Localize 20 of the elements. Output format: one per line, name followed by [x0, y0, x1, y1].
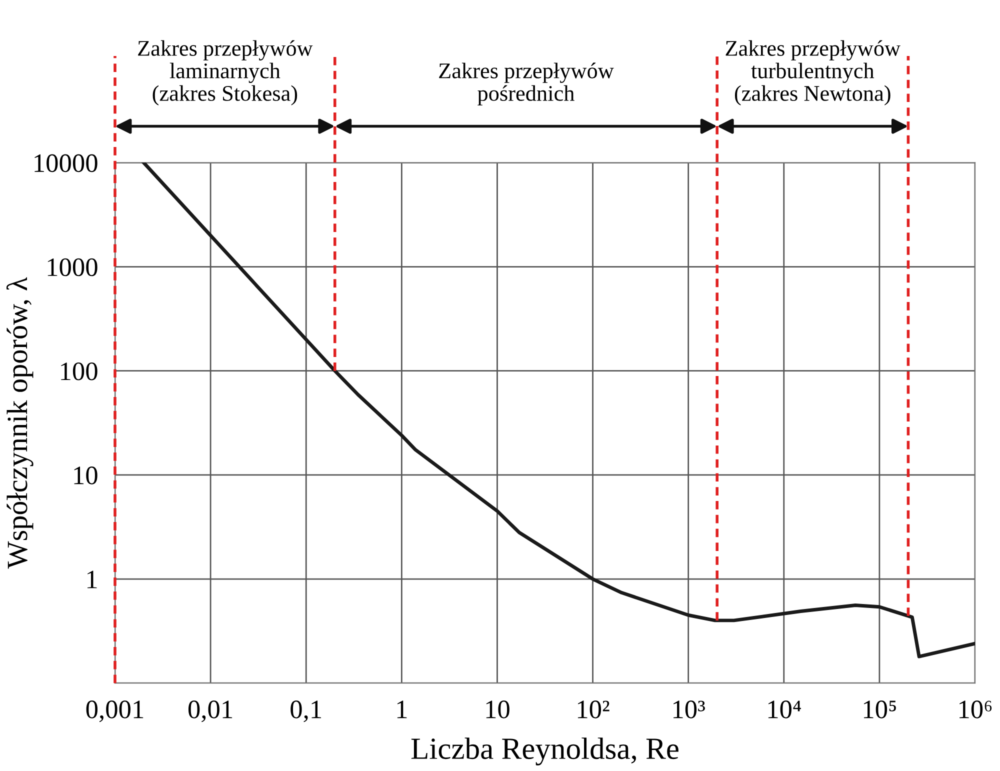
x-tick-label: 0,1 [290, 700, 322, 722]
x-tick-label: 10⁴ [768, 700, 801, 718]
y-tick-label: 10 [74, 466, 98, 484]
text: Zakres przepływów laminarnych (zakres Stokesa) [138, 40, 313, 106]
y-axis-title: Współczynnik oporów, λ [6, 277, 34, 569]
y-tick-label: 10000 [34, 154, 98, 172]
y-tick-label: 100 [61, 362, 98, 380]
text: Zakres przepływów turbulentnych (zakres Newtona) [726, 40, 900, 106]
text: Zakres przepływów pośrednich [439, 62, 614, 106]
x-tick-label: 1 [397, 700, 407, 718]
x-tick-label: 10⁵ [864, 700, 896, 718]
x-tick-label: 10 [486, 700, 510, 718]
x-tick-label: 0,001 [86, 700, 144, 722]
x-tick-label: 10³ [674, 700, 705, 718]
y-tick-label: 1000 [48, 258, 98, 276]
y-tick-label: 1 [87, 570, 97, 588]
x-tick-label: 10² [578, 700, 610, 718]
x-axis-title: Liczba Reynoldsa, Re [411, 738, 678, 766]
x-tick-label: 0,01 [188, 700, 232, 722]
x-tick-label: 10⁶ [960, 700, 992, 718]
